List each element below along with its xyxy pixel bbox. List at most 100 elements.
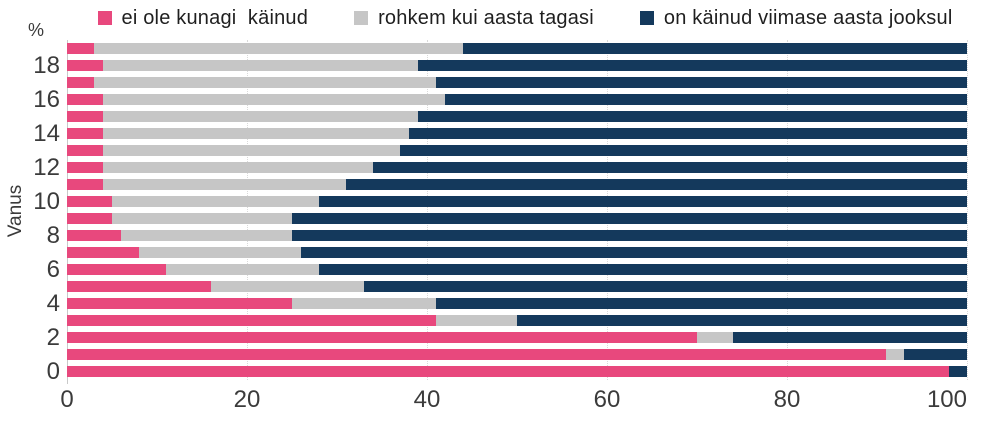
bar-row-age-8 xyxy=(67,227,967,244)
legend-label: rohkem kui aasta tagasi xyxy=(378,6,594,29)
bar-segment-series-2 xyxy=(436,77,967,88)
bar-row-age-9 xyxy=(67,210,967,227)
y-axis-unit-label: % xyxy=(28,20,45,40)
bar-segment-series-2 xyxy=(436,298,967,309)
bar-segment-series-1 xyxy=(103,60,418,71)
y-tick-label-6: 6 xyxy=(46,255,60,283)
stacked-bar xyxy=(67,196,967,207)
bar-segment-series-2 xyxy=(418,60,967,71)
x-tick-label-60: 60 xyxy=(593,386,621,413)
bar-row-age-16 xyxy=(67,91,967,108)
bar-segment-series-1 xyxy=(103,128,409,139)
legend-item-0: ei ole kunagi käinud xyxy=(97,7,309,30)
stacked-bar xyxy=(67,247,967,258)
bar-segment-series-0 xyxy=(67,281,211,292)
gridline-60 xyxy=(607,40,608,380)
bar-segment-series-0 xyxy=(67,230,121,241)
stacked-bar xyxy=(67,315,967,326)
x-tick-label-40: 40 xyxy=(413,386,441,413)
stacked-bar xyxy=(67,77,967,88)
bar-segment-series-2 xyxy=(364,281,967,292)
bar-segment-series-1 xyxy=(166,264,319,275)
stacked-bar xyxy=(67,162,967,173)
y-axis-line xyxy=(67,40,68,384)
bar-segment-series-0 xyxy=(67,298,292,309)
stacked-bar xyxy=(67,264,967,275)
gridline-100 xyxy=(967,40,968,380)
gridline-40 xyxy=(427,40,428,380)
bar-segment-series-1 xyxy=(121,230,292,241)
bar-segment-series-2 xyxy=(949,366,967,377)
plot-area xyxy=(67,40,968,380)
legend-swatch-icon xyxy=(639,11,654,25)
bar-segment-series-1 xyxy=(112,196,319,207)
bar-segment-series-2 xyxy=(733,332,967,343)
bar-segment-series-1 xyxy=(103,111,418,122)
stacked-bar xyxy=(67,111,967,122)
bar-row-age-1 xyxy=(67,346,967,363)
stacked-bar xyxy=(67,281,967,292)
bar-segment-series-0 xyxy=(67,213,112,224)
bar-segment-series-0 xyxy=(67,60,103,71)
bar-segment-series-0 xyxy=(67,196,112,207)
bar-segment-series-0 xyxy=(67,77,94,88)
bar-row-age-17 xyxy=(67,74,967,91)
bar-row-age-19 xyxy=(67,40,967,57)
bar-row-age-18 xyxy=(67,57,967,74)
bar-segment-series-1 xyxy=(436,315,517,326)
bar-segment-series-1 xyxy=(103,94,445,105)
bar-row-age-0 xyxy=(67,363,967,380)
y-tick-label-14: 14 xyxy=(33,119,60,147)
bar-segment-series-1 xyxy=(211,281,364,292)
bar-segment-series-0 xyxy=(67,145,103,156)
legend-item-2: on käinud viimase aasta jooksul xyxy=(639,7,953,30)
bar-segment-series-0 xyxy=(67,349,886,360)
bar-segment-series-2 xyxy=(517,315,967,326)
y-tick-label-2: 2 xyxy=(46,323,60,351)
bar-segment-series-2 xyxy=(301,247,967,258)
y-tick-label-16: 16 xyxy=(33,85,60,113)
bar-row-age-5 xyxy=(67,278,967,295)
bar-segment-series-1 xyxy=(103,179,346,190)
bar-segment-series-1 xyxy=(697,332,733,343)
stacked-bar xyxy=(67,349,967,360)
legend-swatch-icon xyxy=(354,11,369,25)
bar-segment-series-2 xyxy=(346,179,967,190)
y-tick-label-18: 18 xyxy=(33,51,60,79)
stacked-bar xyxy=(67,332,967,343)
bar-segment-series-2 xyxy=(463,43,967,54)
bar-row-age-15 xyxy=(67,108,967,125)
bar-segment-series-1 xyxy=(94,77,436,88)
bar-segment-series-0 xyxy=(67,94,103,105)
bar-segment-series-1 xyxy=(292,298,436,309)
y-tick-label-0: 0 xyxy=(46,357,60,385)
bar-segment-series-1 xyxy=(139,247,301,258)
bar-segment-series-2 xyxy=(292,230,967,241)
bar-segment-series-0 xyxy=(67,366,949,377)
bar-segment-series-2 xyxy=(409,128,967,139)
bar-segment-series-2 xyxy=(418,111,967,122)
bar-segment-series-0 xyxy=(67,247,139,258)
bar-row-age-4 xyxy=(67,295,967,312)
gridline-80 xyxy=(787,40,788,380)
stacked-bar xyxy=(67,298,967,309)
y-tick-label-8: 8 xyxy=(46,221,60,249)
bar-segment-series-0 xyxy=(67,264,166,275)
bar-segment-series-2 xyxy=(904,349,967,360)
stacked-bar xyxy=(67,213,967,224)
bar-segment-series-0 xyxy=(67,162,103,173)
stacked-bar xyxy=(67,179,967,190)
bar-segment-series-2 xyxy=(400,145,967,156)
stacked-bar xyxy=(67,230,967,241)
stacked-bar xyxy=(67,366,967,377)
bar-row-age-13 xyxy=(67,142,967,159)
bar-segment-series-0 xyxy=(67,315,436,326)
bar-segment-series-0 xyxy=(67,43,94,54)
bar-row-age-12 xyxy=(67,159,967,176)
y-tick-label-12: 12 xyxy=(33,153,60,181)
bar-segment-series-2 xyxy=(319,264,967,275)
stacked-bar xyxy=(67,60,967,71)
bar-row-age-3 xyxy=(67,312,967,329)
bar-segment-series-0 xyxy=(67,128,103,139)
